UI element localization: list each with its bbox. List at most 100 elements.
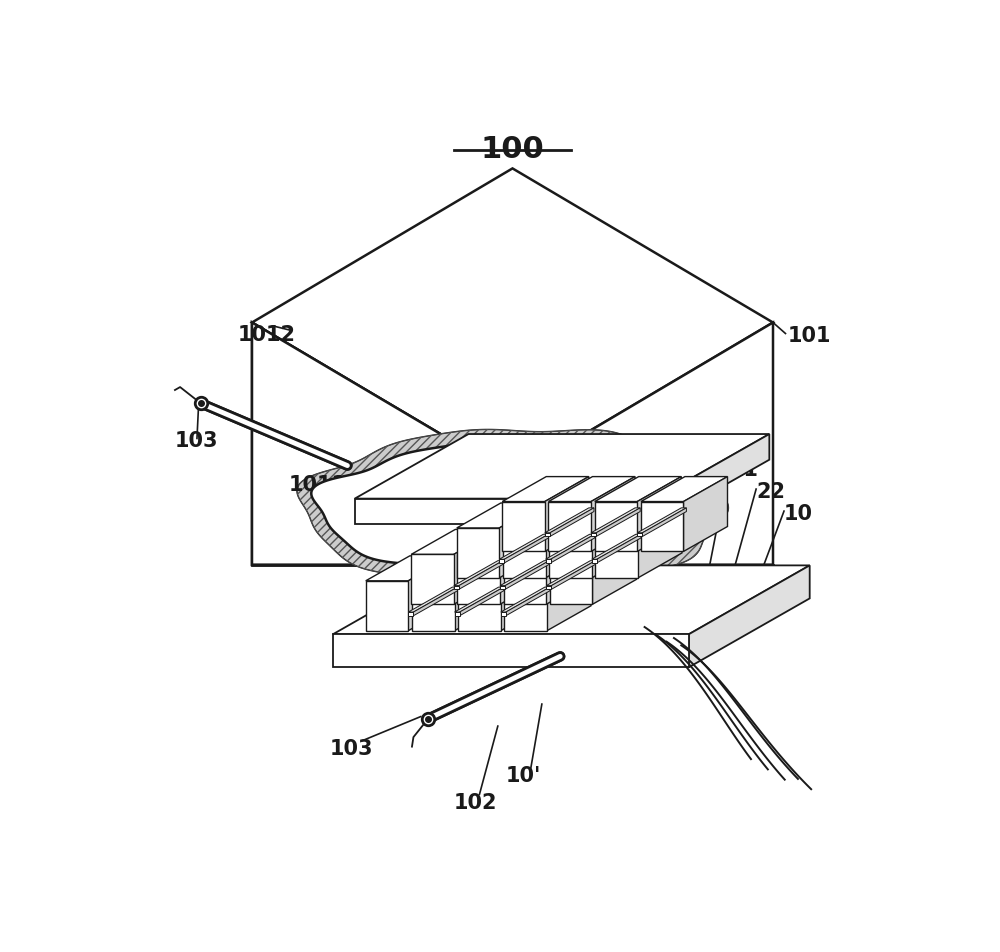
Polygon shape bbox=[355, 434, 769, 499]
Polygon shape bbox=[502, 477, 589, 502]
Polygon shape bbox=[455, 556, 499, 631]
Polygon shape bbox=[297, 430, 728, 596]
Polygon shape bbox=[333, 635, 689, 667]
Polygon shape bbox=[458, 581, 501, 631]
Polygon shape bbox=[252, 169, 773, 477]
Polygon shape bbox=[591, 477, 635, 552]
Polygon shape bbox=[500, 530, 544, 605]
Polygon shape bbox=[591, 533, 596, 537]
Polygon shape bbox=[455, 587, 504, 612]
Polygon shape bbox=[454, 530, 498, 605]
Polygon shape bbox=[502, 502, 545, 552]
Polygon shape bbox=[503, 504, 590, 528]
Polygon shape bbox=[408, 556, 452, 631]
Polygon shape bbox=[408, 612, 413, 616]
Text: 103: 103 bbox=[329, 739, 373, 759]
Polygon shape bbox=[311, 443, 714, 583]
Polygon shape bbox=[597, 535, 641, 564]
Polygon shape bbox=[595, 504, 682, 528]
Polygon shape bbox=[595, 502, 637, 552]
Text: 102: 102 bbox=[454, 792, 498, 812]
Polygon shape bbox=[355, 499, 656, 525]
Polygon shape bbox=[333, 565, 810, 635]
Polygon shape bbox=[595, 477, 681, 502]
Polygon shape bbox=[499, 504, 543, 578]
Text: 101: 101 bbox=[788, 326, 831, 346]
Polygon shape bbox=[550, 555, 592, 605]
Polygon shape bbox=[504, 556, 591, 581]
Polygon shape bbox=[512, 323, 773, 565]
Polygon shape bbox=[637, 508, 686, 533]
Polygon shape bbox=[638, 504, 682, 578]
Polygon shape bbox=[683, 477, 728, 552]
Polygon shape bbox=[366, 556, 452, 581]
Text: 10': 10' bbox=[506, 765, 541, 785]
Polygon shape bbox=[596, 508, 640, 537]
Polygon shape bbox=[500, 561, 549, 586]
Polygon shape bbox=[546, 561, 595, 586]
Polygon shape bbox=[499, 535, 548, 560]
Polygon shape bbox=[637, 533, 642, 537]
Polygon shape bbox=[545, 477, 589, 552]
Polygon shape bbox=[506, 587, 550, 616]
Polygon shape bbox=[454, 586, 459, 589]
Polygon shape bbox=[503, 528, 546, 578]
Polygon shape bbox=[641, 477, 728, 502]
Polygon shape bbox=[252, 323, 512, 565]
Polygon shape bbox=[504, 530, 590, 555]
Polygon shape bbox=[501, 556, 545, 631]
Polygon shape bbox=[411, 555, 454, 605]
Polygon shape bbox=[546, 504, 590, 578]
Polygon shape bbox=[413, 587, 457, 616]
Polygon shape bbox=[500, 586, 505, 589]
Polygon shape bbox=[547, 556, 591, 631]
Text: 103: 103 bbox=[175, 430, 218, 450]
Polygon shape bbox=[637, 477, 681, 552]
Polygon shape bbox=[459, 561, 503, 589]
Polygon shape bbox=[550, 530, 637, 555]
Polygon shape bbox=[546, 535, 595, 560]
Polygon shape bbox=[460, 587, 504, 616]
Polygon shape bbox=[641, 502, 683, 552]
Polygon shape bbox=[591, 508, 640, 533]
Polygon shape bbox=[457, 530, 544, 555]
Polygon shape bbox=[412, 556, 499, 581]
Polygon shape bbox=[689, 565, 810, 667]
Polygon shape bbox=[505, 561, 549, 589]
Polygon shape bbox=[592, 504, 636, 578]
Polygon shape bbox=[642, 508, 686, 537]
Polygon shape bbox=[499, 560, 504, 564]
Polygon shape bbox=[504, 555, 546, 605]
Polygon shape bbox=[546, 530, 590, 605]
Polygon shape bbox=[457, 555, 500, 605]
Polygon shape bbox=[592, 535, 641, 560]
Polygon shape bbox=[545, 533, 550, 537]
Polygon shape bbox=[366, 581, 408, 631]
Text: 100: 100 bbox=[481, 135, 544, 164]
Polygon shape bbox=[545, 508, 594, 533]
Polygon shape bbox=[458, 556, 545, 581]
Polygon shape bbox=[455, 612, 460, 616]
Polygon shape bbox=[252, 323, 512, 565]
Polygon shape bbox=[408, 587, 457, 612]
Polygon shape bbox=[592, 530, 637, 605]
Text: 21: 21 bbox=[729, 460, 758, 480]
Polygon shape bbox=[550, 508, 594, 537]
Polygon shape bbox=[411, 530, 498, 555]
Polygon shape bbox=[656, 434, 769, 525]
Polygon shape bbox=[595, 528, 638, 578]
Polygon shape bbox=[551, 561, 595, 589]
Polygon shape bbox=[551, 535, 595, 564]
Polygon shape bbox=[549, 528, 592, 578]
Polygon shape bbox=[457, 504, 543, 528]
Polygon shape bbox=[501, 587, 550, 612]
Text: 1012: 1012 bbox=[237, 325, 295, 344]
Polygon shape bbox=[504, 581, 547, 631]
Text: 10: 10 bbox=[784, 503, 813, 523]
Polygon shape bbox=[412, 581, 455, 631]
Text: 1011: 1011 bbox=[289, 474, 347, 494]
Polygon shape bbox=[549, 504, 636, 528]
Polygon shape bbox=[546, 586, 551, 589]
Polygon shape bbox=[454, 561, 503, 586]
Polygon shape bbox=[546, 560, 551, 564]
